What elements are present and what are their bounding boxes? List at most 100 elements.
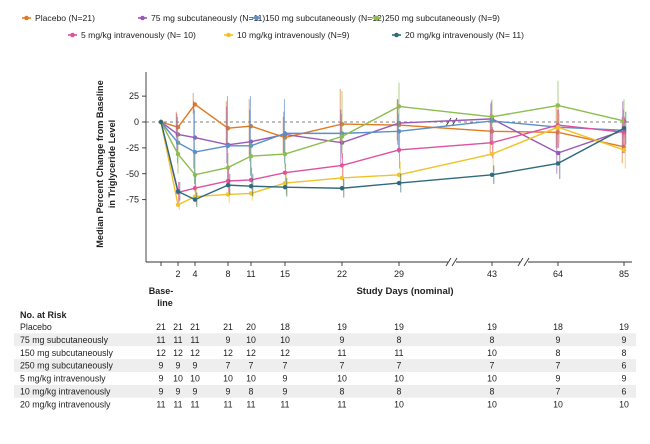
risk-table: No. at Risk Placebo 21 21 21 21 20 18 19 19 19 18 19… [14,310,636,409]
data-point-5-4 [248,191,254,196]
legend-marker-5 [226,32,231,38]
risk-count-4-9: 9 [556,374,561,384]
risk-count-0-10: 19 [619,322,629,332]
risk-count-3-0: 9 [159,361,164,371]
risk-count-0-6: 19 [337,322,347,332]
risk-count-5-5: 9 [283,387,288,397]
risk-count-1-4: 10 [246,335,256,345]
risk-count-0-9: 18 [553,322,563,332]
risk-count-4-10: 9 [622,374,627,384]
data-point-4-3 [225,178,231,184]
baseline-label-1: Base- [149,286,174,296]
risk-count-2-2: 12 [190,348,200,358]
series-6 [158,111,627,207]
risk-count-0-3: 21 [223,322,233,332]
data-point-6-9 [555,161,561,166]
data-point-6-7 [396,180,402,186]
data-point-5-2 [192,194,198,199]
risk-count-3-7: 7 [397,361,402,371]
data-point-2-3 [225,143,231,149]
x-tick-label-7: 29 [394,269,404,279]
risk-count-6-3: 11 [223,399,232,409]
legend-label-0: Placebo (N=21) [35,13,95,23]
data-point-5-8 [489,151,495,157]
data-point-6-4 [248,183,254,189]
legend: Placebo (N=21) 75 mg subcutaneously (N=11… [22,13,524,40]
legend-marker-2 [254,15,259,21]
x-break-mark-1b [523,257,530,267]
legend-label-2: 150 mg subcutaneously (N=12) [265,13,385,23]
data-point-3-4 [248,153,254,159]
risk-count-3-3: 7 [226,361,231,371]
data-point-3-1 [175,151,181,157]
risk-count-3-6: 7 [340,361,345,371]
risk-count-5-0: 9 [159,387,164,397]
risk-count-6-8: 10 [487,399,497,409]
x-tick-label-10: 85 [619,269,629,279]
risk-count-4-7: 10 [394,374,404,384]
risk-count-3-1: 9 [176,361,181,371]
risk-count-1-10: 9 [622,335,627,345]
risk-count-3-8: 7 [490,361,495,371]
y-tick-label-1: 0 [134,117,139,127]
risk-count-0-5: 18 [280,322,290,332]
risk-count-2-8: 10 [487,348,497,358]
data-point-5-9 [555,124,561,130]
risk-count-4-4: 10 [246,374,256,384]
plot-area: 25 0 -25 -50 -75 2 4 8 11 15 22 29 43 64 85 Base-line St… [95,72,632,308]
risk-count-5-9: 7 [556,387,561,397]
data-point-6-1 [175,189,181,194]
risk-count-0-2: 21 [190,322,200,332]
x-tick-label-5: 15 [280,269,290,279]
data-point-1-9 [555,150,561,156]
data-point-3-2 [192,172,198,177]
x-tick-label-1: 2 [175,269,180,279]
data-point-1-2 [192,135,198,140]
risk-count-6-10: 10 [619,399,629,409]
x-break-mark-0a [445,257,452,267]
y-tick-label-3: -50 [126,169,139,179]
risk-count-2-9: 8 [556,348,561,358]
risk-count-5-2: 9 [193,387,198,397]
risk-row-label-4: 5 mg/kg intravenously [20,374,106,384]
legend-label-6: 20 mg/kg intravenously (N= 11) [405,30,524,40]
risk-count-2-4: 12 [246,348,256,358]
data-point-3-6 [339,134,345,139]
risk-count-6-5: 11 [280,399,289,409]
risk-count-4-5: 9 [283,374,288,384]
risk-count-1-8: 8 [490,335,495,345]
legend-marker-3 [374,15,379,21]
data-point-5-6 [339,175,345,181]
x-tick-label-9: 64 [553,269,563,279]
legend-label-5: 10 mg/kg intravenously (N=9) [237,30,350,40]
risk-count-5-8: 8 [490,387,495,397]
risk-count-0-8: 19 [487,322,497,332]
legend-marker-6 [394,32,399,38]
risk-count-4-0: 9 [159,374,164,384]
risk-count-1-6: 9 [340,335,345,345]
risk-row-label-5: 10 mg/kg intravenously [20,387,111,397]
risk-count-2-7: 11 [394,348,403,358]
data-point-5-5 [282,180,288,186]
data-point-6-2 [192,197,198,202]
y-tick-label-2: -25 [126,143,139,153]
baseline-label-2: line [157,298,173,308]
risk-count-6-7: 10 [394,399,404,409]
risk-count-4-6: 10 [337,374,347,384]
y-axis-label-line-2: in Triglyceride Level [107,120,117,208]
risk-row-bg-5 [14,384,636,398]
risk-count-4-3: 10 [223,374,233,384]
risk-row-label-6: 20 mg/kg intravenously [20,399,111,409]
data-point-3-10 [621,118,627,124]
risk-row-label-2: 150 mg subcutaneously [20,348,114,358]
data-point-5-7 [396,172,402,177]
legend-marker-0 [24,15,29,21]
x-tick-label-3: 8 [225,269,230,279]
risk-count-1-2: 11 [190,335,199,345]
risk-count-6-6: 11 [337,399,346,409]
data-point-2-5 [282,131,288,136]
data-point-6-3 [225,182,231,188]
risk-count-6-2: 11 [190,399,199,409]
risk-count-6-1: 11 [173,399,182,409]
